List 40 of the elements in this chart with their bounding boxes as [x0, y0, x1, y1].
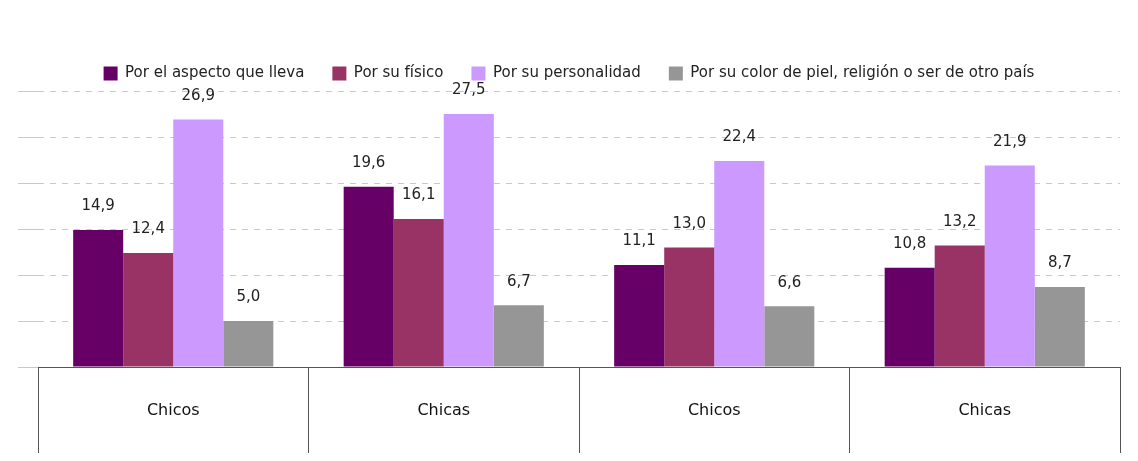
data-label: 12,4	[131, 219, 165, 238]
data-label: 6,7	[506, 271, 531, 290]
bar	[393, 218, 444, 367]
bar	[73, 229, 124, 367]
data-label: 16,1	[402, 185, 436, 204]
data-label: 26,9	[181, 85, 215, 104]
bar	[934, 245, 985, 367]
bar	[343, 186, 394, 367]
bar	[123, 252, 174, 367]
bar	[884, 267, 935, 367]
bar	[614, 264, 665, 367]
data-label: 13,0	[672, 213, 706, 232]
data-label: 13,2	[943, 211, 977, 230]
bar	[173, 119, 224, 367]
legend-label: Por su físico	[353, 63, 444, 82]
x-tick-label: Chicos	[687, 399, 741, 419]
x-tick-label: Chicas	[417, 399, 471, 419]
bar	[223, 321, 274, 367]
legend-label: Por su color de piel, religión o ser de otro país	[690, 63, 1035, 82]
data-label: 21,9	[993, 131, 1027, 150]
data-label: 6,6	[777, 272, 802, 291]
bar	[443, 114, 494, 367]
bar	[493, 305, 544, 367]
data-label: 14,9	[81, 196, 115, 215]
bar	[764, 306, 815, 367]
data-label: 19,6	[351, 153, 386, 172]
bar	[984, 165, 1035, 367]
data-label: 27,5	[452, 80, 486, 99]
data-label: 10,8	[892, 234, 927, 253]
legend-label: Por el aspecto que lleva	[125, 63, 305, 82]
bar	[1034, 286, 1085, 367]
data-label: 5,0	[236, 287, 261, 306]
bar	[714, 160, 765, 367]
data-label: 11,1	[622, 231, 656, 250]
legend-label: Por su personalidad	[492, 63, 641, 82]
data-label: 22,4	[722, 127, 756, 146]
data-label: 8,7	[1047, 253, 1072, 272]
x-tick-label: Chicas	[958, 399, 1012, 419]
x-tick-label: Chicos	[146, 399, 200, 419]
bar	[664, 247, 715, 367]
